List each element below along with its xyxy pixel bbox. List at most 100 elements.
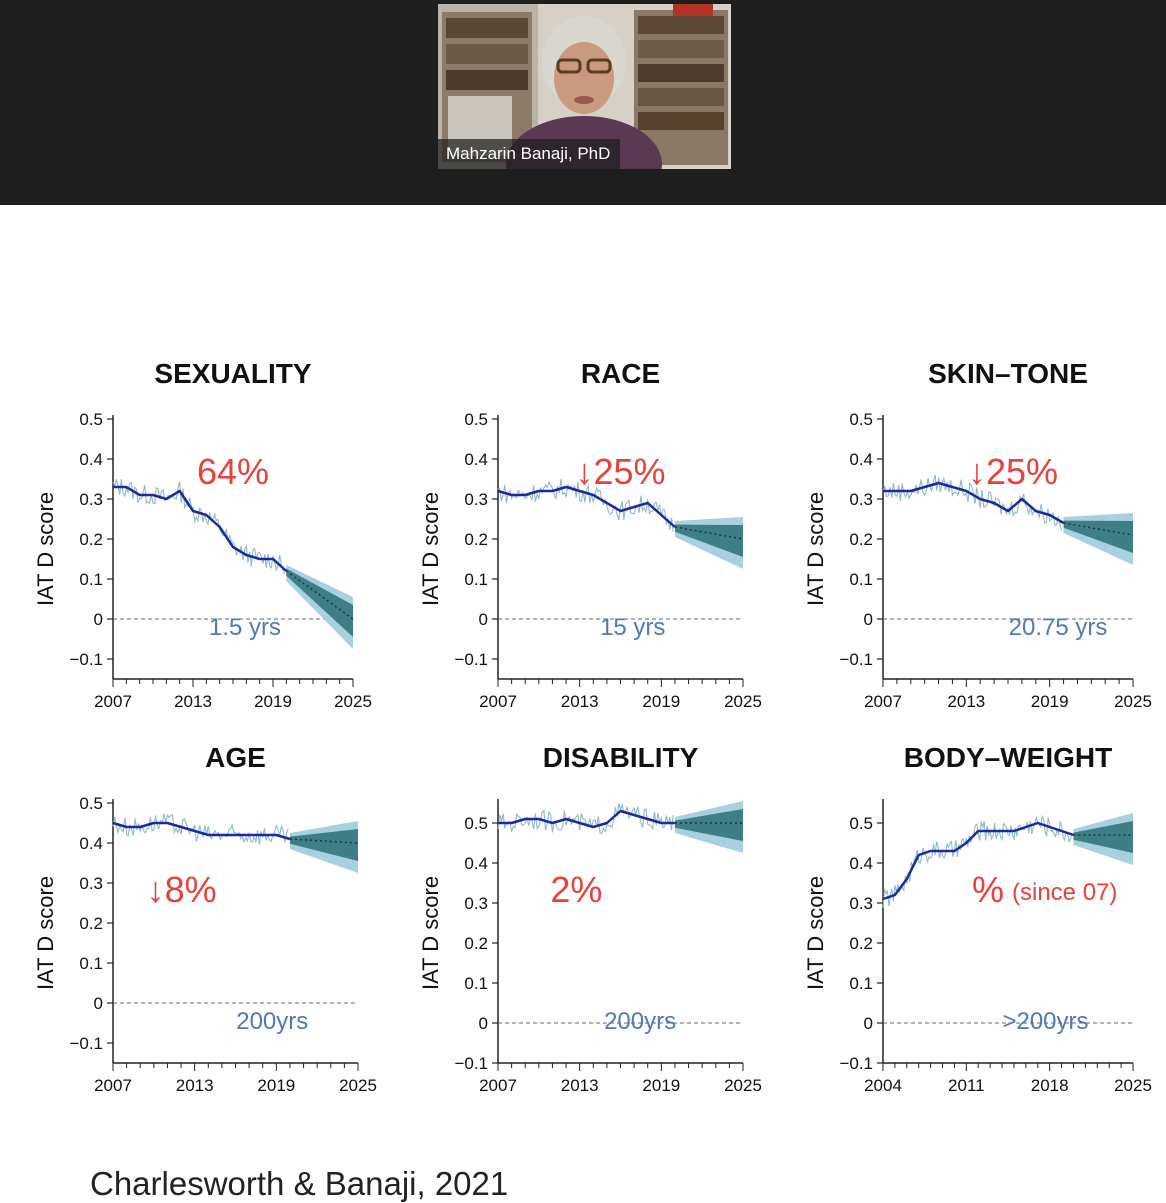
forecast-line — [1063, 522, 1134, 536]
time-to-neutral-annotation: 200yrs — [236, 1008, 308, 1035]
raw-data-line — [112, 813, 289, 845]
y-tick-label: −0.1 — [69, 650, 103, 669]
y-tick-label: −0.1 — [454, 650, 488, 669]
y-axis-label: IAT D score — [418, 876, 443, 990]
forecast-inner-band — [289, 829, 358, 861]
y-tick-label: 0.3 — [79, 874, 103, 893]
forecast-inner-band — [286, 568, 353, 637]
y-axis-label: IAT D score — [33, 492, 58, 606]
presentation-slide: SEXUALITY 0.5 0.4 0.3 0.2 0.1 0 −0.1 IAT D score… — [0, 205, 1166, 1202]
y-tick-label: 0.3 — [79, 490, 103, 509]
chart-title: BODY–WEIGHT — [904, 742, 1112, 773]
y-tick-label: 0.4 — [464, 854, 488, 873]
y-tick-label: 0.5 — [464, 814, 488, 833]
y-tick-label: 0.5 — [79, 794, 103, 813]
chart-title: RACE — [581, 358, 660, 389]
raw-data-line — [882, 814, 1073, 908]
x-tick-label: 2007 — [479, 1076, 517, 1095]
trend-line — [883, 481, 1065, 525]
x-tick-label: 2013 — [174, 692, 212, 711]
x-tick-label: 2007 — [864, 692, 902, 711]
y-tick-label: 0.4 — [849, 450, 873, 469]
x-tick-label: 2013 — [561, 1076, 599, 1095]
y-tick-label: 0.5 — [79, 410, 103, 429]
y-axis-label: IAT D score — [33, 876, 58, 990]
trend-line — [113, 485, 288, 572]
y-tick-label: 0 — [864, 1014, 873, 1033]
participant-video-tile[interactable]: Mahzarin Banaji, PhD — [438, 4, 731, 169]
x-tick-label: 2007 — [94, 692, 132, 711]
y-tick-label: 0.1 — [79, 570, 103, 589]
chart-title: DISABILITY — [543, 742, 699, 773]
y-tick-label: 0.2 — [464, 934, 488, 953]
y-tick-label: 0 — [479, 610, 488, 629]
y-axis-label: IAT D score — [803, 492, 828, 606]
y-tick-label: 0.2 — [849, 934, 873, 953]
trend-line — [882, 821, 1074, 901]
video-call-bar: Mahzarin Banaji, PhD — [0, 0, 1166, 205]
y-tick-label: 0.5 — [849, 814, 873, 833]
y-tick-label: 0.1 — [849, 570, 873, 589]
time-to-neutral-annotation: 200yrs — [604, 1008, 676, 1035]
change-annotation: 2% — [550, 869, 602, 910]
forecast-inner-band — [1073, 821, 1133, 853]
forecast-line — [674, 526, 744, 540]
y-tick-label: 0.1 — [79, 954, 103, 973]
y-tick-label: −0.1 — [839, 1054, 873, 1073]
change-annotation: % — [972, 869, 1004, 910]
forecast-line — [285, 570, 354, 620]
raw-data-line — [497, 478, 674, 532]
time-to-neutral-annotation: 1.5 yrs — [209, 614, 281, 641]
chart-title: SKIN–TONE — [928, 358, 1088, 389]
x-tick-label: 2013 — [176, 1076, 214, 1095]
y-tick-label: 0 — [479, 1014, 488, 1033]
y-tick-label: 0.3 — [849, 894, 873, 913]
y-tick-label: 0.2 — [464, 530, 488, 549]
y-tick-label: 0.4 — [79, 450, 103, 469]
y-tick-label: 0.1 — [464, 974, 488, 993]
x-tick-label: 2004 — [864, 1076, 902, 1095]
y-tick-label: −0.1 — [69, 1034, 103, 1053]
time-to-neutral-annotation: >200yrs — [1002, 1008, 1088, 1035]
y-tick-label: 0.1 — [849, 974, 873, 993]
x-tick-label: 2007 — [94, 1076, 132, 1095]
change-annotation: ↓8% — [147, 869, 217, 910]
chart-panel: BODY–WEIGHT 0.5 0.4 0.3 0.2 0.1 0 −0.1 IAT D sco… — [803, 742, 1152, 1095]
trend-line — [498, 809, 675, 829]
y-tick-label: 0.4 — [79, 834, 103, 853]
x-tick-label: 2025 — [339, 1076, 377, 1095]
y-axis-label: IAT D score — [803, 876, 828, 990]
x-tick-label: 2025 — [334, 692, 372, 711]
x-tick-label: 2025 — [724, 1076, 762, 1095]
x-tick-label: 2019 — [642, 692, 680, 711]
participant-name-label: Mahzarin Banaji, PhD — [438, 139, 621, 169]
y-tick-label: 0 — [864, 610, 873, 629]
x-tick-label: 2019 — [642, 1076, 680, 1095]
y-tick-label: 0.3 — [464, 894, 488, 913]
forecast-inner-band — [674, 809, 743, 841]
trend-line — [497, 485, 676, 528]
x-tick-label: 2007 — [479, 692, 517, 711]
y-tick-label: 0.5 — [464, 410, 488, 429]
time-to-neutral-annotation: 15 yrs — [600, 614, 665, 641]
x-tick-label: 2013 — [561, 692, 599, 711]
chart-panel: AGE 0.5 0.4 0.3 0.2 0.1 0 −0.1 IAT D score 2007 20… — [33, 742, 377, 1095]
change-annotation: ↓25% — [968, 451, 1058, 492]
x-tick-label: 2018 — [1031, 1076, 1069, 1095]
y-tick-label: 0 — [94, 610, 103, 629]
y-tick-label: 0.2 — [79, 914, 103, 933]
y-tick-label: 0 — [94, 994, 103, 1013]
chart-title: SEXUALITY — [154, 358, 311, 389]
change-annotation: 64% — [197, 451, 269, 492]
chart-grid: SEXUALITY 0.5 0.4 0.3 0.2 0.1 0 −0.1 IAT D score… — [33, 358, 1152, 1095]
y-tick-label: 0.4 — [849, 854, 873, 873]
forecast-inner-band — [674, 524, 743, 557]
x-tick-label: 2019 — [1031, 692, 1069, 711]
chart-title: AGE — [205, 742, 266, 773]
y-tick-label: 0.2 — [79, 530, 103, 549]
y-tick-label: 0.3 — [849, 490, 873, 509]
chart-panel: SKIN–TONE 0.5 0.4 0.3 0.2 0.1 0 −0.1 IAT D score… — [803, 358, 1152, 711]
change-annotation: ↓25% — [575, 451, 665, 492]
y-tick-label: 0.5 — [849, 410, 873, 429]
y-axis-label: IAT D score — [418, 492, 443, 606]
